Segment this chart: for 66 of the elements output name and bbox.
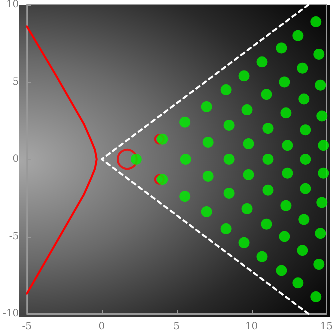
point — [130, 154, 142, 165]
point — [318, 168, 330, 179]
point — [224, 120, 235, 132]
point — [297, 62, 308, 74]
point — [282, 168, 294, 179]
point — [279, 231, 290, 242]
point — [276, 265, 288, 276]
line-series — [26, 26, 98, 295]
point — [300, 124, 312, 136]
point — [315, 228, 326, 240]
point — [298, 214, 310, 226]
point — [180, 154, 192, 165]
x-tick-label: 10 — [245, 322, 258, 332]
point — [280, 200, 292, 212]
point — [310, 292, 322, 302]
point — [262, 154, 274, 165]
point — [300, 154, 312, 165]
point — [310, 16, 322, 28]
point — [280, 108, 292, 119]
point — [256, 251, 268, 262]
point — [157, 134, 168, 145]
x-tick-label: 15 — [320, 322, 334, 332]
point — [262, 123, 274, 134]
point — [314, 259, 325, 270]
point — [180, 116, 191, 128]
point — [282, 140, 294, 152]
point — [220, 224, 232, 235]
point — [279, 76, 290, 88]
y-tick-label: -10 — [2, 308, 20, 320]
point — [202, 171, 214, 182]
point — [261, 218, 272, 230]
point — [224, 154, 235, 165]
point — [238, 237, 250, 248]
point — [220, 84, 232, 96]
point — [242, 203, 253, 214]
point — [224, 188, 235, 199]
point — [243, 169, 254, 180]
x-tick-label: 5 — [174, 322, 180, 332]
point — [262, 184, 274, 196]
point — [202, 137, 214, 148]
point — [318, 140, 330, 152]
point — [276, 42, 288, 54]
y-tick-label: 5 — [12, 76, 20, 88]
point — [315, 80, 326, 91]
point — [256, 56, 268, 68]
y-tick-label: 0 — [12, 154, 20, 165]
point — [243, 138, 254, 150]
point — [242, 104, 253, 116]
point — [300, 183, 312, 194]
point — [316, 110, 328, 122]
point — [261, 89, 272, 100]
point — [157, 174, 168, 186]
point — [298, 94, 310, 105]
point — [201, 101, 212, 112]
point — [314, 48, 325, 60]
point — [292, 278, 304, 289]
point — [297, 245, 308, 256]
x-tick-label: -5 — [22, 322, 32, 332]
y-tick-label: -5 — [9, 231, 20, 242]
point — [238, 70, 250, 82]
point — [201, 206, 212, 218]
x-tick-label: 0 — [98, 322, 106, 332]
point — [292, 30, 304, 42]
point — [316, 197, 328, 208]
y-tick-label: 10 — [6, 0, 20, 10]
point — [180, 191, 191, 202]
